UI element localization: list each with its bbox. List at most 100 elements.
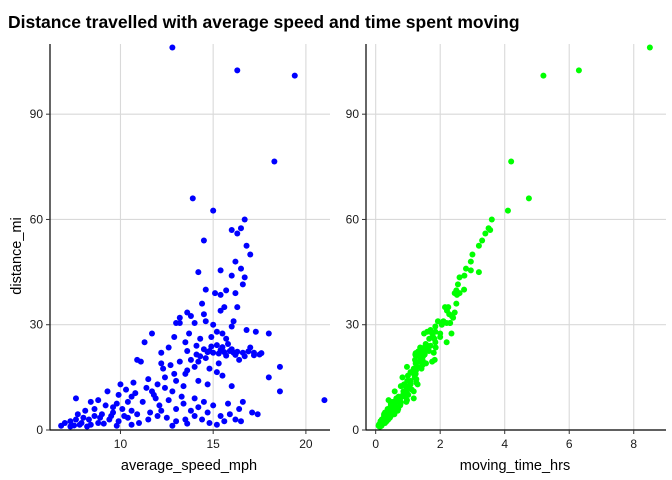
data-point <box>230 318 237 325</box>
data-point <box>210 349 217 356</box>
data-point <box>417 344 424 351</box>
data-point <box>169 44 176 51</box>
data-point <box>252 328 259 335</box>
points-speed <box>58 44 328 430</box>
data-point <box>525 195 532 202</box>
data-point <box>228 272 235 279</box>
y-axis-label: distance_mi <box>9 217 25 294</box>
data-point <box>219 330 226 337</box>
data-point <box>232 258 239 265</box>
data-point <box>169 388 176 395</box>
data-point <box>132 390 139 397</box>
data-point <box>421 349 428 356</box>
data-point <box>225 341 232 348</box>
data-point <box>199 416 206 423</box>
data-point <box>265 374 272 381</box>
data-point <box>143 384 150 391</box>
data-point <box>410 388 417 395</box>
data-point <box>193 351 200 358</box>
data-point <box>187 407 194 414</box>
data-point <box>158 360 165 367</box>
y-tick-label: 60 <box>30 212 44 226</box>
data-point <box>237 265 244 272</box>
data-point <box>249 409 256 416</box>
data-point <box>145 416 152 423</box>
data-point <box>467 267 474 274</box>
data-point <box>271 158 278 165</box>
data-point <box>237 225 244 232</box>
data-point <box>403 397 410 404</box>
data-point <box>191 412 198 419</box>
data-point <box>191 395 198 402</box>
data-point <box>148 388 155 395</box>
data-point <box>412 350 419 357</box>
data-point <box>540 72 547 79</box>
y-tick-label: 0 <box>352 423 359 437</box>
ticks-speed: 0 30 60 90 10 15 20 <box>30 107 313 451</box>
data-point <box>182 339 189 346</box>
data-point <box>276 363 283 370</box>
data-point <box>184 420 191 427</box>
data-point <box>432 323 439 330</box>
data-point <box>219 372 226 379</box>
data-point <box>410 395 417 402</box>
data-point <box>217 291 224 298</box>
data-point <box>82 407 89 414</box>
data-point <box>202 318 209 325</box>
data-point <box>461 286 468 293</box>
data-point <box>187 312 194 319</box>
data-point <box>475 269 482 276</box>
data-point <box>239 281 246 288</box>
data-point <box>321 397 328 404</box>
data-point <box>87 398 94 405</box>
data-point <box>178 393 185 400</box>
data-point <box>204 381 211 388</box>
data-point <box>156 402 163 409</box>
data-point <box>197 335 204 342</box>
data-point <box>265 330 272 337</box>
data-point <box>119 405 126 412</box>
data-point <box>158 407 165 414</box>
data-point <box>187 356 194 363</box>
data-point <box>241 353 248 360</box>
data-point <box>431 356 438 363</box>
data-point <box>191 363 198 370</box>
grid-time <box>366 44 666 431</box>
x-tick-label: 2 <box>437 437 444 451</box>
data-point <box>72 395 79 402</box>
y-tick-label: 30 <box>346 318 360 332</box>
data-point <box>195 404 202 411</box>
data-point <box>202 355 209 362</box>
data-point <box>232 416 239 423</box>
data-point <box>180 400 187 407</box>
data-point <box>208 334 215 341</box>
data-point <box>115 418 122 425</box>
data-point <box>171 334 178 341</box>
y-tick-label: 90 <box>346 107 360 121</box>
data-point <box>432 344 439 351</box>
data-point <box>377 423 384 430</box>
data-point <box>123 386 130 393</box>
data-point <box>487 226 494 233</box>
data-point <box>206 419 213 426</box>
data-point <box>173 405 180 412</box>
data-point <box>225 400 232 407</box>
data-point <box>117 381 124 388</box>
x-tick-label: 20 <box>299 437 313 451</box>
y-tick-label: 60 <box>346 212 360 226</box>
grid-speed <box>50 44 330 431</box>
data-point <box>469 251 476 258</box>
data-point <box>437 330 444 337</box>
y-tick-label: 0 <box>36 423 43 437</box>
y-tick-label: 90 <box>30 107 44 121</box>
data-point <box>421 330 428 337</box>
data-point <box>136 419 143 426</box>
data-point <box>134 356 141 363</box>
data-point <box>236 356 243 363</box>
data-point <box>121 412 128 419</box>
axes-time <box>365 44 666 431</box>
data-point <box>391 388 398 395</box>
data-point <box>154 412 161 419</box>
data-point <box>215 360 222 367</box>
data-point <box>575 67 582 74</box>
